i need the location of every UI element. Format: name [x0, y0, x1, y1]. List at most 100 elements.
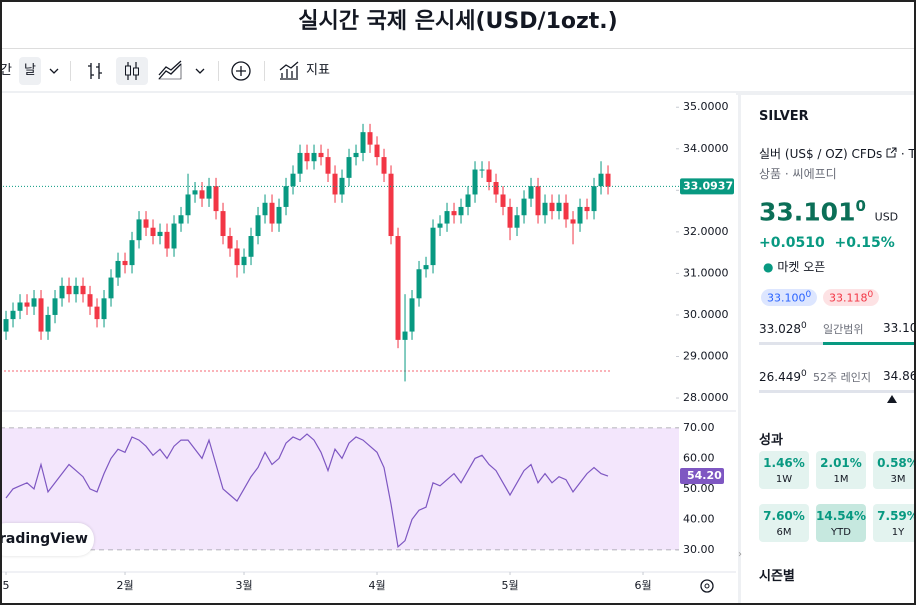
candle-body — [563, 202, 569, 220]
candle-body — [423, 265, 429, 270]
performance-period: 3M — [890, 474, 906, 485]
candle-body — [325, 157, 331, 174]
source: TV — [908, 147, 916, 161]
performance-period: 1M — [833, 474, 849, 485]
candle-body — [213, 186, 219, 212]
performance-card[interactable]: 2.01% 1M — [816, 451, 866, 489]
performance-period: 6M — [776, 527, 792, 538]
indicators-button[interactable]: 지표 — [306, 63, 330, 78]
performance-period: YTD — [831, 527, 851, 538]
candle-body — [388, 173, 394, 237]
candle-body — [605, 173, 611, 187]
x-tick-label: 6월 — [634, 579, 651, 592]
performance-value: 1.46% — [763, 456, 805, 470]
separator — [264, 61, 265, 81]
candle-body — [227, 236, 233, 249]
candle-body — [472, 169, 478, 195]
day-range-bar — [759, 342, 916, 345]
day-range-label: 일간범위 — [823, 323, 864, 336]
add-icon[interactable] — [229, 57, 253, 85]
dropdown-icon[interactable] — [48, 67, 60, 95]
separator — [70, 61, 71, 81]
status-text: 마켓 오픈 — [777, 260, 826, 274]
collapse-handle[interactable]: › — [738, 549, 742, 560]
interval-button[interactable]: 날 — [19, 57, 41, 85]
candle-body — [87, 294, 93, 307]
candle-body — [59, 285, 65, 299]
seasonal-title: 시즌별 — [759, 569, 795, 584]
performance-value: 2.01% — [820, 456, 862, 470]
candle-body — [381, 157, 387, 174]
performance-value: 0.58% — [877, 456, 916, 470]
bid-sup: 0 — [805, 290, 812, 300]
change-abs: +0.0510 — [759, 235, 825, 251]
performance-period: 1Y — [891, 527, 905, 538]
candle-body — [150, 227, 156, 237]
year-high: 34.86 — [883, 369, 916, 383]
symbol-panel: SILVER 실버 (US$ / OZ) CFDs · TV 상품 · 씨에프디… — [738, 95, 916, 605]
candle-body — [549, 202, 555, 212]
category: 상품 · 씨에프디 — [759, 167, 837, 181]
area-icon[interactable] — [157, 57, 183, 85]
performance-card[interactable]: 0.58% 3M — [873, 451, 916, 489]
candle-body — [45, 314, 51, 332]
bar-icon[interactable] — [84, 57, 106, 85]
candle-body — [304, 152, 310, 162]
candle-body — [192, 190, 198, 195]
candle-body — [591, 186, 597, 212]
y-tick-label: 34.0000 — [683, 142, 729, 155]
candle-body — [360, 132, 366, 153]
candle-body — [10, 310, 16, 320]
candle-body — [220, 211, 226, 237]
candle-body — [3, 319, 9, 332]
candle-body — [374, 144, 380, 158]
candle-body — [80, 285, 86, 295]
x-tick-label: 2월 — [116, 579, 133, 592]
y-tick-label: 32.0000 — [683, 225, 729, 238]
last-price-label: 33.0937 — [683, 179, 733, 192]
candle-body — [346, 157, 352, 178]
indicator-icon[interactable] — [278, 57, 300, 85]
candle-body — [101, 298, 107, 320]
y-tick-label: 40.00 — [683, 512, 715, 525]
bid: 33.1000 — [761, 289, 818, 306]
y-tick-label: 50.00 — [683, 482, 715, 495]
performance-value: 7.60% — [763, 509, 805, 523]
candle-body — [297, 152, 303, 174]
separator — [218, 61, 219, 81]
candle-body — [178, 215, 184, 224]
candle-body — [556, 202, 562, 212]
candle-body — [577, 206, 583, 224]
candle-body — [164, 231, 170, 249]
performance-period: 1W — [775, 474, 793, 485]
change: +0.0510 +0.15% — [759, 235, 895, 251]
toolbar-item[interactable]: 간 — [0, 63, 12, 78]
performance-card[interactable]: 7.60% 6M — [759, 504, 809, 542]
performance-card[interactable]: 14.54% YTD — [816, 504, 866, 542]
candle-body — [248, 236, 254, 257]
year-range-label: 52주 레인지 — [813, 371, 871, 384]
candle-body — [486, 169, 492, 183]
candle-body — [122, 260, 128, 266]
rsi-line — [5, 433, 609, 548]
y-tick-label: 29.0000 — [683, 349, 729, 362]
y-tick-label: 30.00 — [683, 543, 715, 556]
candle-body — [73, 285, 79, 295]
candle-body — [206, 186, 212, 199]
candle-body — [514, 215, 520, 228]
dropdown-icon[interactable] — [194, 67, 206, 95]
performance-card[interactable]: 7.59% 1Y — [873, 504, 916, 542]
tradingview-logo[interactable]: TradingView — [0, 523, 94, 556]
bid-main: 33.100 — [767, 291, 806, 305]
external-link-icon[interactable] — [886, 147, 897, 158]
ask: 33.1180 — [823, 289, 880, 306]
candle-body — [185, 194, 191, 216]
performance-card[interactable]: 1.46% 1W — [759, 451, 809, 489]
candle-icon[interactable] — [116, 57, 148, 85]
performance-value: 7.59% — [877, 509, 916, 523]
settings-icon[interactable] — [700, 579, 714, 593]
price-sup: 0 — [855, 197, 866, 215]
candle-body — [290, 173, 296, 187]
candle-body — [444, 211, 450, 224]
